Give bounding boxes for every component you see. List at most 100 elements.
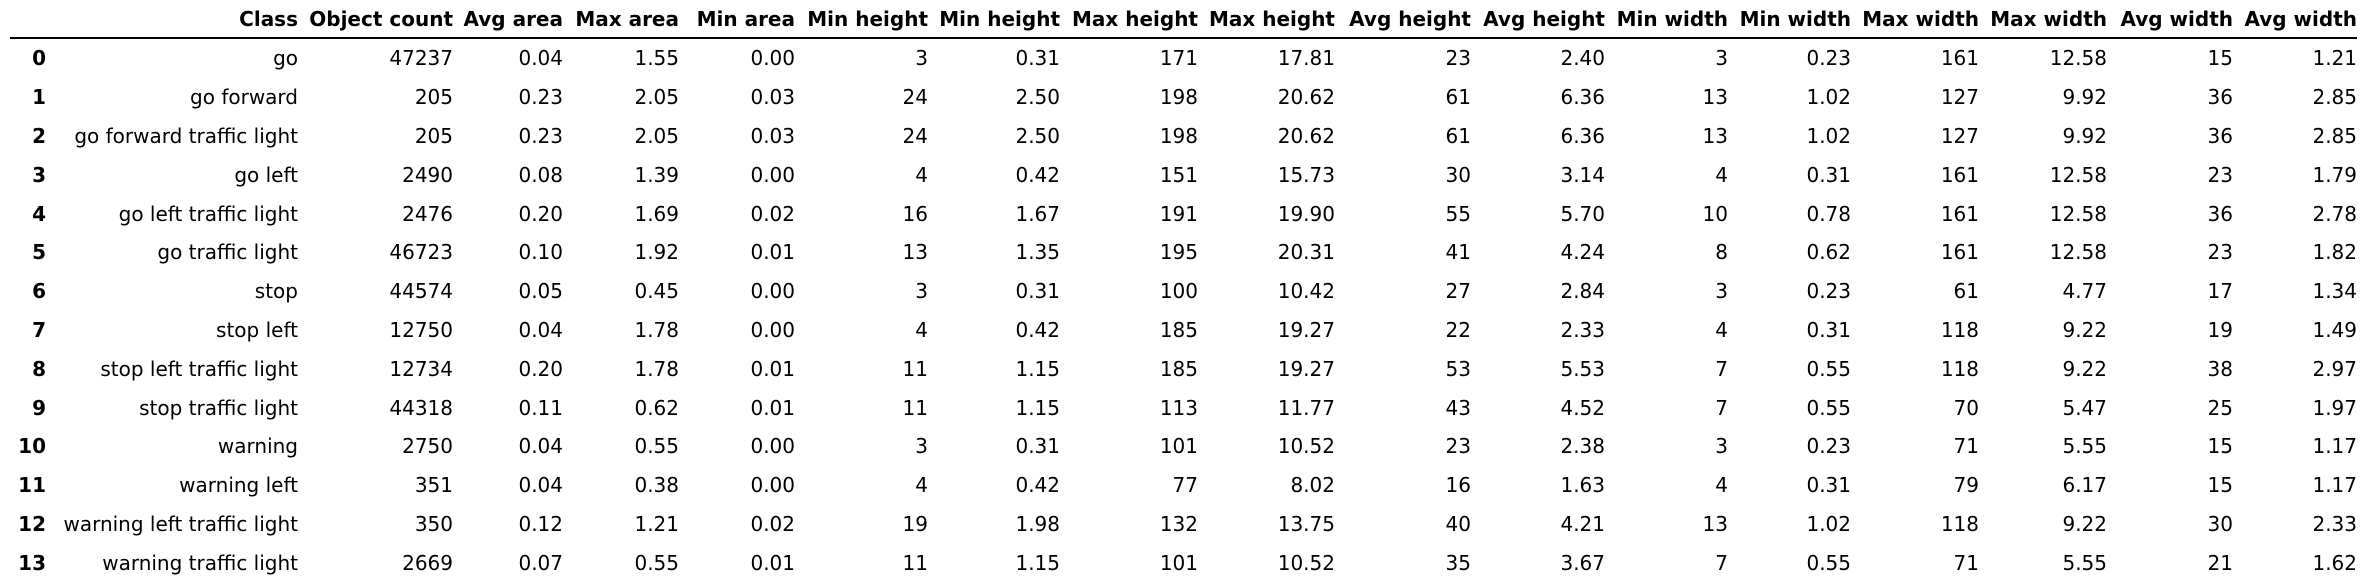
table-cell: 0.42	[1015, 473, 1060, 498]
table-cell: 0.01	[750, 395, 795, 420]
table-cell: 0.05	[518, 279, 563, 304]
table-cell: 0.08	[518, 162, 563, 187]
table-cell: 0.55	[634, 550, 679, 575]
table-cell: 2750	[402, 434, 453, 459]
table-cell: 0.31	[1806, 473, 1851, 498]
table-cell: 21	[2207, 550, 2233, 575]
column-header: Class	[46, 0, 298, 39]
row-index: 13	[18, 550, 46, 575]
table-cell: 30	[2207, 511, 2233, 536]
table-row: 7 stop left 12750 0.04 1.78 0.00 4 0.42 185 19.27…	[10, 311, 2357, 350]
table-cell: 16	[1445, 473, 1471, 498]
table-cell: 0.04	[518, 317, 563, 342]
class-cell: stop left	[216, 317, 298, 342]
table-cell: 11	[902, 550, 928, 575]
table-row: 8 stop left traffic light 12734 0.20 1.78 0.0…	[10, 349, 2357, 388]
table-cell: 1.92	[634, 240, 679, 265]
class-cell: go forward traffic light	[74, 123, 298, 148]
table-cell: 161	[1940, 201, 1979, 226]
table-cell: 71	[1953, 550, 1979, 575]
table-cell: 1.82	[2312, 240, 2357, 265]
column-header: Object count	[298, 0, 453, 39]
table-cell: 6.17	[2062, 473, 2107, 498]
table-cell: 47237	[389, 46, 453, 71]
table-cell: 191	[1159, 201, 1198, 226]
column-header: Avg height	[1471, 0, 1605, 39]
table-cell: 0.11	[518, 395, 563, 420]
table-cell: 13	[902, 240, 928, 265]
class-cell: stop left traffic light	[100, 356, 298, 381]
table-cell: 0.55	[1806, 356, 1851, 381]
table-cell: 0.23	[1806, 46, 1851, 71]
table-cell: 0.04	[518, 473, 563, 498]
table-cell: 4.21	[1560, 511, 1605, 536]
table-cell: 0.00	[750, 279, 795, 304]
table-cell: 0.03	[750, 85, 795, 110]
table-cell: 77	[1172, 473, 1198, 498]
stats-table: Class Object count Avg area Max area Min are…	[10, 0, 2357, 582]
table-cell: 6.36	[1560, 85, 1605, 110]
table-cell: 1.98	[1015, 511, 1060, 536]
table-cell: 19.27	[1277, 317, 1335, 342]
table-cell: 15.73	[1277, 162, 1335, 187]
table-cell: 2.05	[634, 85, 679, 110]
table-cell: 195	[1159, 240, 1198, 265]
table-cell: 161	[1940, 46, 1979, 71]
table-header: Class Object count Avg area Max area Min are…	[10, 0, 2357, 39]
column-header: Max height	[1198, 0, 1335, 39]
class-cell: warning traffic light	[102, 550, 298, 575]
table-cell: 10.52	[1277, 550, 1335, 575]
table-cell: 0.55	[634, 434, 679, 459]
table-cell: 1.79	[2312, 162, 2357, 187]
table-cell: 2.40	[1560, 46, 1605, 71]
column-header: Avg height	[1335, 0, 1471, 39]
table-cell: 30	[1445, 162, 1471, 187]
table-cell: 1.02	[1806, 123, 1851, 148]
table-cell: 12.58	[2049, 46, 2107, 71]
column-header: Min area	[679, 0, 795, 39]
table-cell: 1.39	[634, 162, 679, 187]
table-cell: 8	[1715, 240, 1728, 265]
table-cell: 4	[915, 162, 928, 187]
table-cell: 12.58	[2049, 240, 2107, 265]
table-cell: 1.21	[2312, 46, 2357, 71]
table-cell: 2.97	[2312, 356, 2357, 381]
table-cell: 5.55	[2062, 434, 2107, 459]
table-cell: 19.90	[1277, 201, 1335, 226]
table-cell: 1.63	[1560, 473, 1605, 498]
table-cell: 113	[1159, 395, 1198, 420]
table-cell: 10.52	[1277, 434, 1335, 459]
table-cell: 12.58	[2049, 201, 2107, 226]
table-cell: 71	[1953, 434, 1979, 459]
table-cell: 132	[1159, 511, 1198, 536]
table-cell: 171	[1159, 46, 1198, 71]
table-cell: 1.55	[634, 46, 679, 71]
table-cell: 44574	[389, 279, 453, 304]
table-cell: 0.38	[634, 473, 679, 498]
table-cell: 118	[1940, 317, 1979, 342]
table-cell: 38	[2207, 356, 2233, 381]
table-cell: 1.17	[2312, 434, 2357, 459]
class-cell: go	[273, 46, 298, 71]
table-cell: 0.20	[518, 201, 563, 226]
table-cell: 0.01	[750, 356, 795, 381]
class-cell: warning left traffic light	[63, 511, 298, 536]
table-cell: 19	[902, 511, 928, 536]
table-cell: 0.01	[750, 550, 795, 575]
table-cell: 0.20	[518, 356, 563, 381]
table-cell: 2490	[402, 162, 453, 187]
table-cell: 12734	[389, 356, 453, 381]
row-index: 9	[32, 395, 46, 420]
table-cell: 0.78	[1806, 201, 1851, 226]
table-cell: 3	[1715, 46, 1728, 71]
table-cell: 351	[414, 473, 453, 498]
table-row: 10 warning 2750 0.04 0.55 0.00 3 0.31 101 10.52 23…	[10, 427, 2357, 466]
column-header: Avg area	[453, 0, 563, 39]
header-row: Class Object count Avg area Max area Min are…	[10, 0, 2357, 39]
table-row: 13 warning traffic light 2669 0.07 0.55 0.01 1…	[10, 543, 2357, 582]
table-cell: 0.04	[518, 434, 563, 459]
table-cell: 79	[1953, 473, 1979, 498]
table-cell: 6.36	[1560, 123, 1605, 148]
table-cell: 10	[1702, 201, 1728, 226]
row-index: 2	[32, 123, 46, 148]
